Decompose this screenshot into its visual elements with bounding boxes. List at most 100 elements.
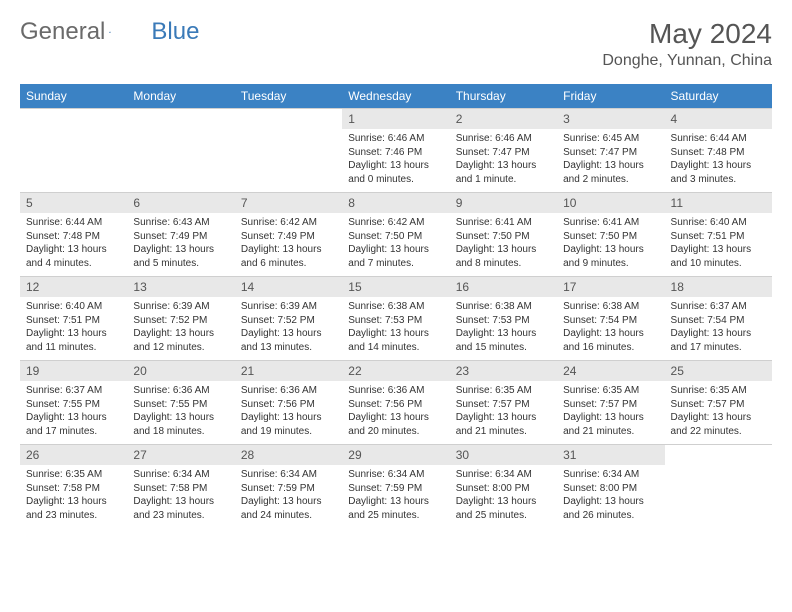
sunrise-line: Sunrise: 6:42 AM [241,216,336,230]
day-number: 28 [235,445,342,465]
calendar-cell: . [20,109,127,193]
day-number: 14 [235,277,342,297]
calendar-cell: 31Sunrise: 6:34 AMSunset: 8:00 PMDayligh… [557,445,664,529]
day-body: Sunrise: 6:41 AMSunset: 7:50 PMDaylight:… [557,213,664,276]
day-body: Sunrise: 6:36 AMSunset: 7:56 PMDaylight:… [342,381,449,444]
daylight-line: Daylight: 13 hours and 5 minutes. [133,243,228,270]
calendar-cell: 11Sunrise: 6:40 AMSunset: 7:51 PMDayligh… [665,193,772,277]
calendar-cell: 16Sunrise: 6:38 AMSunset: 7:53 PMDayligh… [450,277,557,361]
day-number: 31 [557,445,664,465]
daylight-line: Daylight: 13 hours and 4 minutes. [26,243,121,270]
day-number: 30 [450,445,557,465]
sunset-line: Sunset: 7:50 PM [348,230,443,244]
day-number: 27 [127,445,234,465]
calendar-cell: 7Sunrise: 6:42 AMSunset: 7:49 PMDaylight… [235,193,342,277]
day-number: 22 [342,361,449,381]
daylight-line: Daylight: 13 hours and 12 minutes. [133,327,228,354]
daylight-line: Daylight: 13 hours and 7 minutes. [348,243,443,270]
daylight-line: Daylight: 13 hours and 23 minutes. [26,495,121,522]
day-number: 21 [235,361,342,381]
header: General Blue May 2024 Donghe, Yunnan, Ch… [20,18,772,70]
day-number: 10 [557,193,664,213]
title-block: May 2024 Donghe, Yunnan, China [602,18,772,70]
daylight-line: Daylight: 13 hours and 1 minute. [456,159,551,186]
sunrise-line: Sunrise: 6:40 AM [26,300,121,314]
daylight-line: Daylight: 13 hours and 13 minutes. [241,327,336,354]
sunrise-line: Sunrise: 6:38 AM [348,300,443,314]
day-body: Sunrise: 6:34 AMSunset: 7:58 PMDaylight:… [127,465,234,528]
calendar-cell: 6Sunrise: 6:43 AMSunset: 7:49 PMDaylight… [127,193,234,277]
calendar-cell: 17Sunrise: 6:38 AMSunset: 7:54 PMDayligh… [557,277,664,361]
calendar-cell: 23Sunrise: 6:35 AMSunset: 7:57 PMDayligh… [450,361,557,445]
weekday-header: Sunday [20,84,127,109]
logo: General Blue [20,18,199,46]
day-number: 16 [450,277,557,297]
daylight-line: Daylight: 13 hours and 6 minutes. [241,243,336,270]
sunset-line: Sunset: 7:50 PM [456,230,551,244]
day-number: 1 [342,109,449,129]
day-number: 13 [127,277,234,297]
day-body: Sunrise: 6:35 AMSunset: 7:57 PMDaylight:… [450,381,557,444]
daylight-line: Daylight: 13 hours and 16 minutes. [563,327,658,354]
daylight-line: Daylight: 13 hours and 23 minutes. [133,495,228,522]
sunset-line: Sunset: 7:55 PM [26,398,121,412]
daylight-line: Daylight: 13 hours and 17 minutes. [26,411,121,438]
sunrise-line: Sunrise: 6:35 AM [563,384,658,398]
day-body: Sunrise: 6:45 AMSunset: 7:47 PMDaylight:… [557,129,664,192]
sunrise-line: Sunrise: 6:36 AM [241,384,336,398]
day-number: 2 [450,109,557,129]
day-body: Sunrise: 6:43 AMSunset: 7:49 PMDaylight:… [127,213,234,276]
day-number: 12 [20,277,127,297]
sunrise-line: Sunrise: 6:46 AM [348,132,443,146]
weekday-header: Thursday [450,84,557,109]
logo-sail-icon [109,24,111,40]
sunset-line: Sunset: 7:56 PM [241,398,336,412]
sunrise-line: Sunrise: 6:34 AM [456,468,551,482]
sunset-line: Sunset: 7:47 PM [456,146,551,160]
sunrise-line: Sunrise: 6:41 AM [456,216,551,230]
day-number: 4 [665,109,772,129]
day-number: 29 [342,445,449,465]
day-body: Sunrise: 6:39 AMSunset: 7:52 PMDaylight:… [235,297,342,360]
day-body: Sunrise: 6:46 AMSunset: 7:47 PMDaylight:… [450,129,557,192]
sunset-line: Sunset: 7:53 PM [456,314,551,328]
daylight-line: Daylight: 13 hours and 25 minutes. [456,495,551,522]
calendar-cell: 21Sunrise: 6:36 AMSunset: 7:56 PMDayligh… [235,361,342,445]
sunset-line: Sunset: 7:48 PM [671,146,766,160]
calendar-row: 5Sunrise: 6:44 AMSunset: 7:48 PMDaylight… [20,193,772,277]
calendar-row: 26Sunrise: 6:35 AMSunset: 7:58 PMDayligh… [20,445,772,529]
day-number: 17 [557,277,664,297]
daylight-line: Daylight: 13 hours and 18 minutes. [133,411,228,438]
daylight-line: Daylight: 13 hours and 20 minutes. [348,411,443,438]
day-body: Sunrise: 6:44 AMSunset: 7:48 PMDaylight:… [20,213,127,276]
calendar-cell: 30Sunrise: 6:34 AMSunset: 8:00 PMDayligh… [450,445,557,529]
sunrise-line: Sunrise: 6:34 AM [348,468,443,482]
calendar-cell: 22Sunrise: 6:36 AMSunset: 7:56 PMDayligh… [342,361,449,445]
calendar-cell: . [127,109,234,193]
sunset-line: Sunset: 7:56 PM [348,398,443,412]
calendar-cell: 1 Sunrise: 6:46 AMSunset: 7:46 PMDaylight… [342,109,449,193]
daylight-line: Daylight: 13 hours and 2 minutes. [563,159,658,186]
calendar-cell: 12Sunrise: 6:40 AMSunset: 7:51 PMDayligh… [20,277,127,361]
sunset-line: Sunset: 7:46 PM [348,146,443,160]
sunrise-line: Sunrise: 6:44 AM [26,216,121,230]
day-number: 3 [557,109,664,129]
daylight-line: Daylight: 13 hours and 0 minutes. [348,159,443,186]
sunrise-line: Sunrise: 6:38 AM [563,300,658,314]
sunrise-line: Sunrise: 6:42 AM [348,216,443,230]
sunrise-line: Sunrise: 6:38 AM [456,300,551,314]
sunset-line: Sunset: 7:57 PM [456,398,551,412]
calendar-cell: 25Sunrise: 6:35 AMSunset: 7:57 PMDayligh… [665,361,772,445]
weekday-header: Friday [557,84,664,109]
calendar-table: SundayMondayTuesdayWednesdayThursdayFrid… [20,84,772,528]
calendar-cell: 4Sunrise: 6:44 AMSunset: 7:48 PMDaylight… [665,109,772,193]
sunrise-line: Sunrise: 6:36 AM [133,384,228,398]
day-number: 24 [557,361,664,381]
calendar-row: 12 Sunrise: 6:40 AMSunset: 7:51 PM Dayligh… [20,277,772,361]
sunset-line: Sunset: 7:51 PM [26,314,121,328]
sunrise-line: Sunrise: 6:45 AM [563,132,658,146]
daylight-line: Daylight: 13 hours and 25 minutes. [348,495,443,522]
sunrise-line: Sunrise: 6:44 AM [671,132,766,146]
day-number: 7 [235,193,342,213]
calendar-cell: 20Sunrise: 6:36 AMSunset: 7:55 PMDayligh… [127,361,234,445]
